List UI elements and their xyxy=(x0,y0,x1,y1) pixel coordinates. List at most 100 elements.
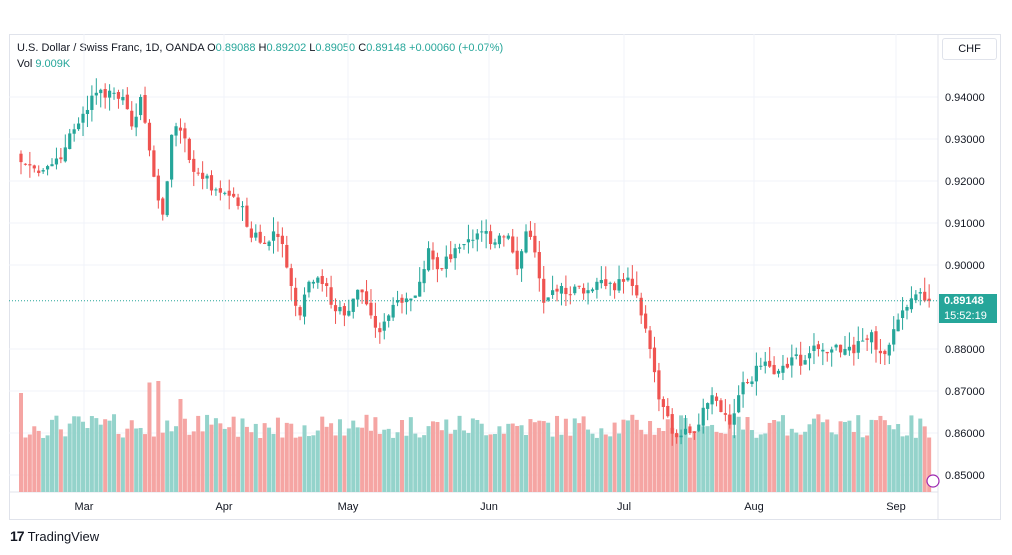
volume-bar xyxy=(590,433,595,492)
candle-body xyxy=(360,289,364,293)
candle-body xyxy=(905,307,909,311)
volume-bar xyxy=(262,423,267,492)
candle-body xyxy=(759,365,763,367)
volume-bar xyxy=(368,430,373,492)
candle-body xyxy=(688,426,692,433)
symbol-name[interactable]: U.S. Dollar / Swiss Franc, 1D, OANDA xyxy=(17,42,205,54)
candle-body xyxy=(280,235,284,244)
candle-body xyxy=(462,244,466,246)
volume-bar xyxy=(798,434,803,492)
candle-body xyxy=(763,361,767,366)
volume-bar xyxy=(205,414,210,492)
volume-bar xyxy=(634,419,639,492)
candle-body xyxy=(121,97,125,101)
volume-bar xyxy=(767,422,772,492)
candle-body xyxy=(245,205,249,227)
y-tick-label: 0.92000 xyxy=(945,176,985,188)
volume-bar xyxy=(120,437,125,492)
volume-bar xyxy=(749,430,754,492)
candle-body xyxy=(108,90,112,98)
volume-bar xyxy=(45,435,50,492)
volume-bar xyxy=(887,425,892,492)
candle-body xyxy=(422,269,426,284)
volume-bar xyxy=(501,433,506,492)
candle-body xyxy=(201,172,205,179)
candle-body xyxy=(732,413,736,425)
volume-bar xyxy=(563,418,568,492)
candle-body xyxy=(338,307,342,312)
brand-name: TradingView xyxy=(27,528,100,544)
countdown-tag: 15:52:19 xyxy=(939,309,997,323)
candle-body xyxy=(666,405,670,417)
volume-bar xyxy=(927,437,932,492)
candle-body xyxy=(502,236,506,238)
candle-body xyxy=(59,157,63,160)
candlestick-chart[interactable]: 0.94000 0.93000 0.92000 0.91000 0.90000 0.880… xyxy=(9,34,1001,520)
candle-body xyxy=(143,95,147,123)
candle-body xyxy=(23,163,28,165)
candle-body xyxy=(449,254,453,260)
volume-bar xyxy=(169,431,174,492)
candle-body xyxy=(754,365,758,382)
y-tick-label: 0.88000 xyxy=(945,344,985,356)
candle-body xyxy=(72,129,76,134)
volume-bar xyxy=(439,430,444,492)
candle-body xyxy=(45,166,50,170)
volume-bar xyxy=(656,427,661,492)
candle-body xyxy=(413,295,417,298)
volume-bar xyxy=(213,418,218,492)
candle-body xyxy=(683,428,688,435)
volume-bar xyxy=(27,434,32,492)
candle-body xyxy=(258,231,262,243)
volume-bar xyxy=(701,426,706,492)
chart-frame xyxy=(9,34,1001,520)
candle-body xyxy=(99,89,103,94)
tradingview-logo[interactable]: 17 TradingView xyxy=(10,528,99,544)
candle-body xyxy=(41,170,45,172)
volume-bar xyxy=(399,420,404,492)
candle-body xyxy=(453,248,457,259)
volume-bar xyxy=(364,414,369,492)
volume-bar xyxy=(333,435,338,492)
candle-body xyxy=(351,298,355,312)
candle-body xyxy=(183,128,187,139)
candle-body xyxy=(785,363,789,368)
volume-bar xyxy=(785,435,790,492)
volume-bar xyxy=(763,433,768,492)
volume-bar xyxy=(617,433,622,492)
event-marker-icon xyxy=(926,474,940,488)
y-tick-label: 0.90000 xyxy=(945,260,985,272)
x-tick-label: Aug xyxy=(744,501,764,513)
candle-body xyxy=(130,110,134,127)
volume-bar xyxy=(329,423,334,492)
volume-bar xyxy=(253,423,258,492)
volume-bar xyxy=(187,434,192,492)
candle-body xyxy=(480,231,484,233)
y-tick-label: 0.85000 xyxy=(945,470,985,482)
candle-body xyxy=(652,347,657,373)
candle-body xyxy=(187,138,191,160)
volume-bar xyxy=(674,433,679,492)
volume-bar xyxy=(315,430,320,492)
candle-body xyxy=(874,331,878,350)
volume-bar xyxy=(426,426,431,492)
candle-body xyxy=(812,345,816,352)
currency-button[interactable]: CHF xyxy=(942,38,997,60)
volume-bar xyxy=(922,426,927,492)
volume-bar xyxy=(869,419,874,492)
volume-bar xyxy=(422,435,427,492)
volume-bar xyxy=(705,426,710,492)
candle-body xyxy=(861,340,865,342)
volume-bar xyxy=(271,433,276,492)
volume-bar xyxy=(200,431,205,492)
volume-bar xyxy=(780,415,785,492)
volume-bar xyxy=(710,424,715,492)
x-tick-label: Sep xyxy=(886,501,906,513)
volume-bar xyxy=(524,435,529,492)
volume-bar xyxy=(430,421,435,492)
y-tick-label: 0.93000 xyxy=(945,134,985,146)
volume-bar xyxy=(515,425,520,492)
candle-body xyxy=(515,250,519,270)
volume-bar xyxy=(236,436,241,492)
volume-bar xyxy=(382,429,387,492)
